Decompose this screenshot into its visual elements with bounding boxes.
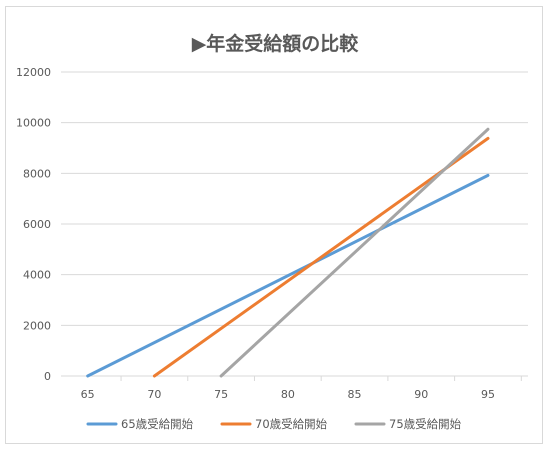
legend: 65歳受給開始 70歳受給開始 75歳受給開始 <box>86 417 462 431</box>
series-line-2 <box>152 136 490 378</box>
x-tick-label: 95 <box>481 388 495 401</box>
y-tick-label: 4000 <box>23 269 51 282</box>
series-line-3 <box>219 127 490 378</box>
x-tick-label: 85 <box>348 388 362 401</box>
axes <box>61 375 528 381</box>
gridlines <box>61 71 528 326</box>
series-line-1 <box>86 173 490 378</box>
legend-label: 70歳受給開始 <box>255 417 328 431</box>
x-tick-label: 70 <box>147 388 161 401</box>
y-axis-tick-labels: 0 2000 4000 6000 8000 10000 12000 <box>16 66 51 383</box>
x-tick-label: 80 <box>281 388 295 401</box>
y-tick-label: 10000 <box>16 117 51 130</box>
x-tick-label: 65 <box>81 388 95 401</box>
x-axis-tick-labels: 65 70 75 80 85 90 95 <box>81 388 495 401</box>
x-tick-label: 75 <box>214 388 228 401</box>
legend-label: 75歳受給開始 <box>389 417 462 431</box>
legend-label: 65歳受給開始 <box>121 417 194 431</box>
y-tick-label: 2000 <box>23 319 51 332</box>
series-lines <box>86 127 490 378</box>
chart-title: ▶年金受給額の比較 <box>192 32 360 55</box>
y-tick-label: 8000 <box>23 167 51 180</box>
y-tick-label: 12000 <box>16 66 51 79</box>
y-tick-label: 6000 <box>23 218 51 231</box>
x-tick-label: 90 <box>414 388 428 401</box>
y-tick-label: 0 <box>44 370 51 383</box>
